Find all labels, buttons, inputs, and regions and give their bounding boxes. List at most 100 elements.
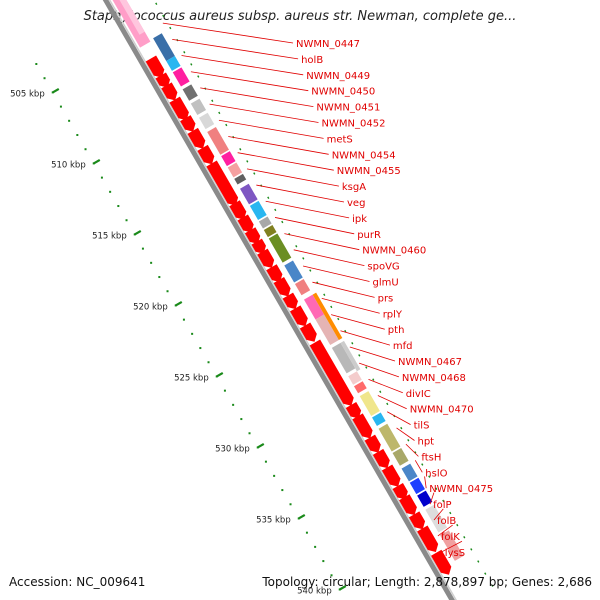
category-block: [249, 200, 267, 221]
backbone-line: [102, 0, 455, 600]
ruler-minor-tick: [59, 105, 62, 108]
gene-block: [112, 0, 151, 48]
label-leader-line: [190, 71, 309, 92]
feature-tracks: [112, 0, 464, 575]
label-leader-line: [433, 508, 444, 521]
ruler-minor-tick: [314, 545, 317, 548]
ruler-label: 525 kbp: [174, 373, 209, 383]
forward-gene-arrow: [352, 413, 373, 439]
ruler-minor-tick: [305, 531, 308, 534]
gene-label: mfd: [393, 341, 413, 352]
label-leader-line: [293, 249, 365, 266]
ruler-major-tick: [298, 514, 306, 520]
label-leader-line: [429, 492, 435, 505]
label-leader-line: [340, 330, 391, 346]
forward-gene-arrow: [145, 55, 165, 78]
ruler-label: 505 kbp: [10, 89, 45, 99]
ruler-major-tick: [134, 229, 142, 236]
label-leader-line: [321, 297, 380, 314]
gene-label: NWMN_0451: [316, 103, 380, 114]
gene-label: tilS: [414, 421, 430, 432]
accession-text: Accession: NC_009641: [9, 575, 146, 589]
category-block: [240, 183, 258, 205]
forward-gene-arrow: [155, 72, 171, 88]
backbone-highlight: [108, 0, 457, 600]
gene-label: holB: [301, 55, 323, 66]
forward-gene-arrow: [431, 549, 452, 575]
forward-gene-arrow: [345, 401, 362, 419]
ruler-minor-tick: [43, 77, 46, 80]
gene-label: spoVG: [367, 262, 399, 273]
category-block: [348, 371, 362, 385]
gene-block: [119, 0, 145, 35]
ruler-minor-tick: [273, 474, 276, 477]
gene-label: NWMN_0470: [410, 405, 474, 416]
category-block: [221, 151, 236, 167]
ruler-major-tick: [52, 87, 60, 94]
ruler-label: 535 kbp: [256, 515, 291, 525]
ruler-minor-tick: [76, 134, 79, 137]
category-block: [303, 294, 325, 320]
category-block: [340, 340, 361, 372]
gene-label: metS: [327, 134, 353, 145]
forward-gene-arrow: [392, 482, 408, 500]
forward-gene-arrow: [399, 494, 417, 516]
ruler-minor-tick: [330, 574, 333, 577]
gene-label: hpt: [418, 437, 435, 448]
label-leader-line: [396, 427, 415, 441]
ruler-minor-tick: [109, 190, 112, 193]
category-block: [409, 477, 425, 495]
label-leader-line: [405, 443, 419, 457]
forward-gene-arrow: [206, 160, 239, 206]
label-leader-line: [349, 346, 396, 362]
ruler-minor-tick: [240, 418, 243, 421]
forward-gene-arrow: [372, 448, 390, 469]
gene-label: rplY: [383, 309, 403, 320]
category-block: [359, 391, 380, 417]
forward-gene-arrow: [417, 525, 439, 552]
gene-label: NWMN_0475: [429, 484, 493, 495]
forward-gene-arrow: [187, 127, 206, 149]
ruler-minor-tick: [264, 460, 267, 463]
category-block: [234, 173, 247, 185]
forward-gene-arrow: [381, 464, 401, 487]
label-leader-line: [302, 265, 370, 282]
gene-label: lysS: [445, 548, 465, 559]
gene-label: hslO: [425, 468, 447, 479]
gene-label: NWMN_0449: [306, 71, 370, 82]
label-leader-line: [414, 460, 423, 473]
category-block: [268, 233, 292, 263]
ruler-minor-tick: [125, 219, 128, 222]
ruler-minor-tick: [281, 489, 284, 492]
label-leader-line: [246, 168, 339, 187]
category-block: [417, 490, 433, 507]
category-block: [315, 314, 339, 346]
ruler-minor-tick: [100, 176, 103, 179]
gene-label: NWMN_0447: [296, 39, 360, 50]
label-leader-line: [424, 476, 427, 489]
ruler-label: 510 kbp: [51, 160, 86, 170]
label-leader-line: [265, 200, 350, 219]
gene-label: veg: [347, 198, 365, 209]
gene-label: NWMN_0467: [398, 357, 462, 368]
category-block: [284, 260, 303, 283]
ruler-major-tick: [257, 443, 265, 449]
gene-label: prs: [378, 293, 394, 304]
forward-gene-arrow: [251, 238, 266, 254]
sequence-backbone: [102, 0, 498, 600]
forward-gene-arrow: [290, 305, 308, 327]
ruler-major-tick: [339, 585, 347, 591]
category-block: [425, 504, 448, 533]
gene-label: divIC: [406, 389, 431, 400]
ruler-label: 540 kbp: [297, 586, 332, 596]
ruler-minor-tick: [117, 205, 120, 208]
ruler-minor-tick: [150, 261, 153, 264]
forward-gene-arrow: [257, 248, 275, 268]
gene-label: folB: [437, 516, 456, 527]
label-leader-line: [377, 395, 407, 410]
forward-gene-arrow: [180, 115, 196, 132]
gene-label: NWMN_0450: [311, 87, 375, 98]
label-leader-line: [312, 281, 375, 298]
ruler-minor-tick: [248, 432, 251, 435]
